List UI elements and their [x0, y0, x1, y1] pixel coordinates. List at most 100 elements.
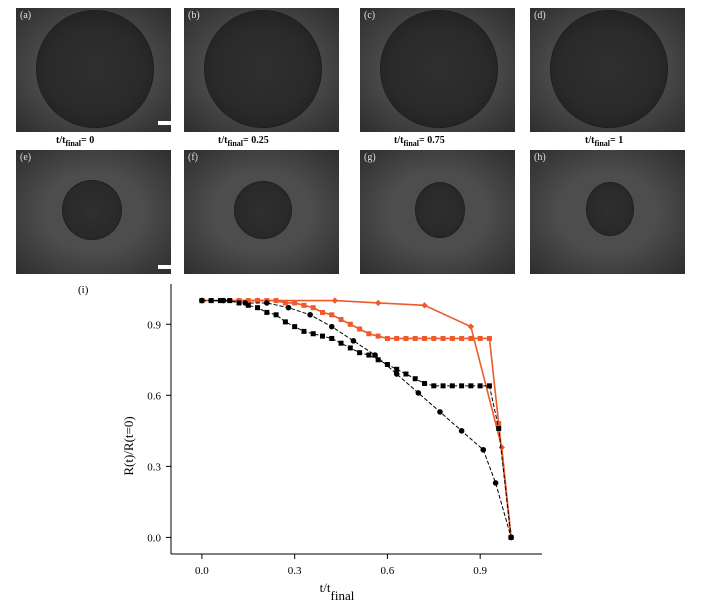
data-point: [477, 383, 483, 389]
chart-series: [198, 297, 515, 541]
x-tick-label: 0.9: [473, 565, 487, 577]
data-point: [415, 390, 422, 396]
data-point: [492, 480, 499, 486]
data-point: [282, 300, 288, 306]
chart-panel-label: (i): [78, 284, 89, 296]
data-point: [285, 304, 292, 311]
time-label: t/tfinal= 0: [56, 135, 95, 148]
series-line: [201, 300, 512, 538]
data-point: [477, 335, 483, 341]
time-label: t/tfinal= 0.75: [394, 135, 445, 148]
x-tick-label: 0.6: [381, 565, 395, 577]
radius-chart: 0.0 0.3 0.6 0.9 0.0 0.3 0.6 0.9 R(t)/R(t=0) t/t…: [121, 284, 542, 603]
data-point: [394, 335, 400, 341]
series-line: [201, 299, 512, 538]
data-point: [486, 383, 492, 389]
data-point: [329, 312, 335, 318]
data-point: [357, 326, 363, 332]
time-label: t/tfinal= 0.25: [218, 135, 269, 148]
chart-axes: 0.0 0.3 0.6 0.9 0.0 0.3 0.6 0.9: [147, 284, 542, 577]
series-3: [199, 298, 514, 540]
data-point: [255, 305, 261, 311]
data-point: [310, 305, 316, 311]
data-point: [375, 357, 381, 363]
data-point: [338, 340, 344, 346]
panel-label: (f): [188, 152, 198, 163]
data-point: [431, 335, 437, 341]
data-point: [319, 309, 325, 315]
data-point: [422, 380, 428, 386]
series-line: [201, 299, 512, 538]
data-point: [449, 383, 455, 389]
drop-image-g: (g): [360, 150, 515, 274]
y-tick-label: 0.3: [147, 461, 161, 473]
drop-image-a: (a): [16, 8, 171, 132]
data-point: [393, 371, 400, 377]
data-point: [227, 298, 233, 304]
data-point: [372, 352, 378, 358]
data-point: [480, 446, 487, 453]
drop-image-b: (b): [184, 8, 339, 132]
data-point: [217, 298, 223, 304]
data-point: [459, 335, 465, 341]
data-point: [384, 335, 390, 341]
data-point: [384, 362, 390, 368]
data-point: [273, 298, 279, 304]
data-point: [496, 421, 502, 427]
data-point: [440, 335, 446, 341]
data-point: [508, 534, 514, 540]
y-tick-label: 0.6: [147, 390, 161, 402]
data-point: [264, 309, 270, 315]
data-point: [245, 302, 251, 308]
data-point: [292, 324, 298, 330]
y-tick-label: 0.0: [147, 532, 161, 544]
series-0: [198, 297, 515, 541]
data-point: [431, 383, 437, 389]
data-point: [486, 335, 492, 341]
data-point: [347, 345, 353, 351]
data-point: [449, 335, 455, 341]
panel-label: (e): [20, 152, 32, 163]
data-point: [375, 333, 381, 339]
data-point: [440, 383, 446, 389]
data-point: [329, 335, 335, 341]
data-point: [403, 371, 409, 377]
data-point: [421, 302, 428, 309]
data-point: [338, 317, 344, 323]
data-point: [282, 319, 288, 325]
data-point: [245, 298, 251, 304]
data-point: [301, 328, 307, 334]
data-point: [310, 331, 316, 337]
data-point: [403, 335, 409, 341]
drop-image-e: (e): [16, 150, 171, 274]
time-label: t/tfinal= 1: [585, 135, 624, 148]
data-point: [273, 312, 279, 318]
data-point: [301, 302, 307, 308]
data-point: [264, 300, 270, 306]
data-point: [394, 366, 400, 372]
y-axis-label: R(t)/R(t=0): [121, 416, 136, 475]
series-1: [199, 298, 514, 540]
x-axis-label: t/tfinal: [320, 580, 355, 603]
data-point: [366, 331, 372, 337]
data-point: [412, 376, 418, 382]
panel-label: (b): [188, 10, 200, 21]
data-point: [374, 299, 382, 307]
drop-image-d: (d): [530, 8, 685, 132]
panel-label: (c): [364, 10, 376, 21]
x-tick-label: 0.3: [288, 565, 302, 577]
data-point: [236, 300, 242, 306]
data-point: [468, 335, 474, 341]
data-point: [208, 298, 214, 304]
x-axis-label-main: t/t: [320, 580, 331, 595]
data-point: [331, 297, 339, 304]
data-point: [496, 425, 502, 431]
data-point: [319, 333, 325, 339]
data-point: [467, 323, 475, 330]
data-point: [437, 409, 443, 415]
drop-image-c: (c): [360, 8, 515, 132]
data-point: [350, 338, 357, 344]
panel-label: (d): [534, 10, 546, 21]
drop-image-h: (h): [530, 150, 685, 274]
scale-bar: [158, 265, 171, 269]
